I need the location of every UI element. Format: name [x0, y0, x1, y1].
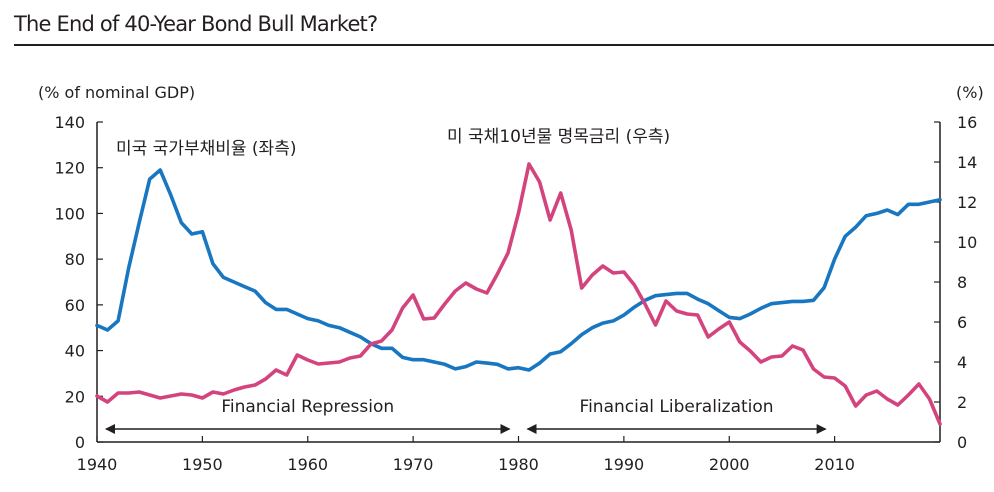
right-tick-label: 2 — [957, 393, 967, 412]
right-tick-label: 4 — [957, 353, 967, 372]
left-tick-label: 80 — [65, 250, 85, 269]
x-tick-label: 1950 — [182, 455, 223, 474]
right-tick-label: 10 — [957, 233, 977, 252]
period-annotations: Financial Repression Financial Liberaliza… — [105, 397, 827, 434]
financial-repression-label: Financial Repression — [221, 397, 394, 417]
left-tick-label: 20 — [65, 387, 85, 406]
yield-series-label: 미 국채10년물 명목금리 (우측) — [447, 127, 670, 147]
right-tick-label: 8 — [957, 273, 967, 292]
right-tick-label: 12 — [957, 193, 977, 212]
treasury-yield-line — [95, 162, 942, 426]
debt-ratio-line — [95, 168, 942, 372]
chart-title: The End of 40-Year Bond Bull Market? — [14, 12, 378, 36]
x-tick-label: 1960 — [287, 455, 328, 474]
x-tick-label: 1990 — [604, 455, 645, 474]
x-tick-label: 2000 — [709, 455, 750, 474]
x-tick-label: 1940 — [77, 455, 118, 474]
title-underline — [14, 44, 994, 46]
left-tick-label: 140 — [54, 113, 85, 132]
left-tick-label: 40 — [65, 342, 85, 361]
left-tick-label: 0 — [75, 433, 85, 452]
right-tick-label: 14 — [957, 153, 977, 172]
x-tick-label: 1980 — [498, 455, 539, 474]
left-tick-label: 120 — [54, 159, 85, 178]
debt-series-label: 미국 국가부채비율 (좌측) — [116, 139, 296, 159]
ticks: 0 20 40 60 80 100 120 140 0 2 4 6 8 10 12 14 16 1940 1950 1… — [54, 113, 977, 474]
x-tick-label: 2010 — [814, 455, 855, 474]
right-axis-label: (%) — [956, 83, 984, 102]
right-tick-label: 0 — [957, 433, 967, 452]
right-tick-label: 16 — [957, 113, 977, 132]
financial-liberalization-label: Financial Liberalization — [580, 397, 774, 417]
series-lines — [95, 162, 942, 426]
x-tick-label: 1970 — [393, 455, 434, 474]
left-tick-label: 60 — [65, 296, 85, 315]
left-tick-label: 100 — [54, 204, 85, 223]
left-axis-label: (% of nominal GDP) — [38, 83, 195, 102]
right-tick-label: 6 — [957, 313, 967, 332]
